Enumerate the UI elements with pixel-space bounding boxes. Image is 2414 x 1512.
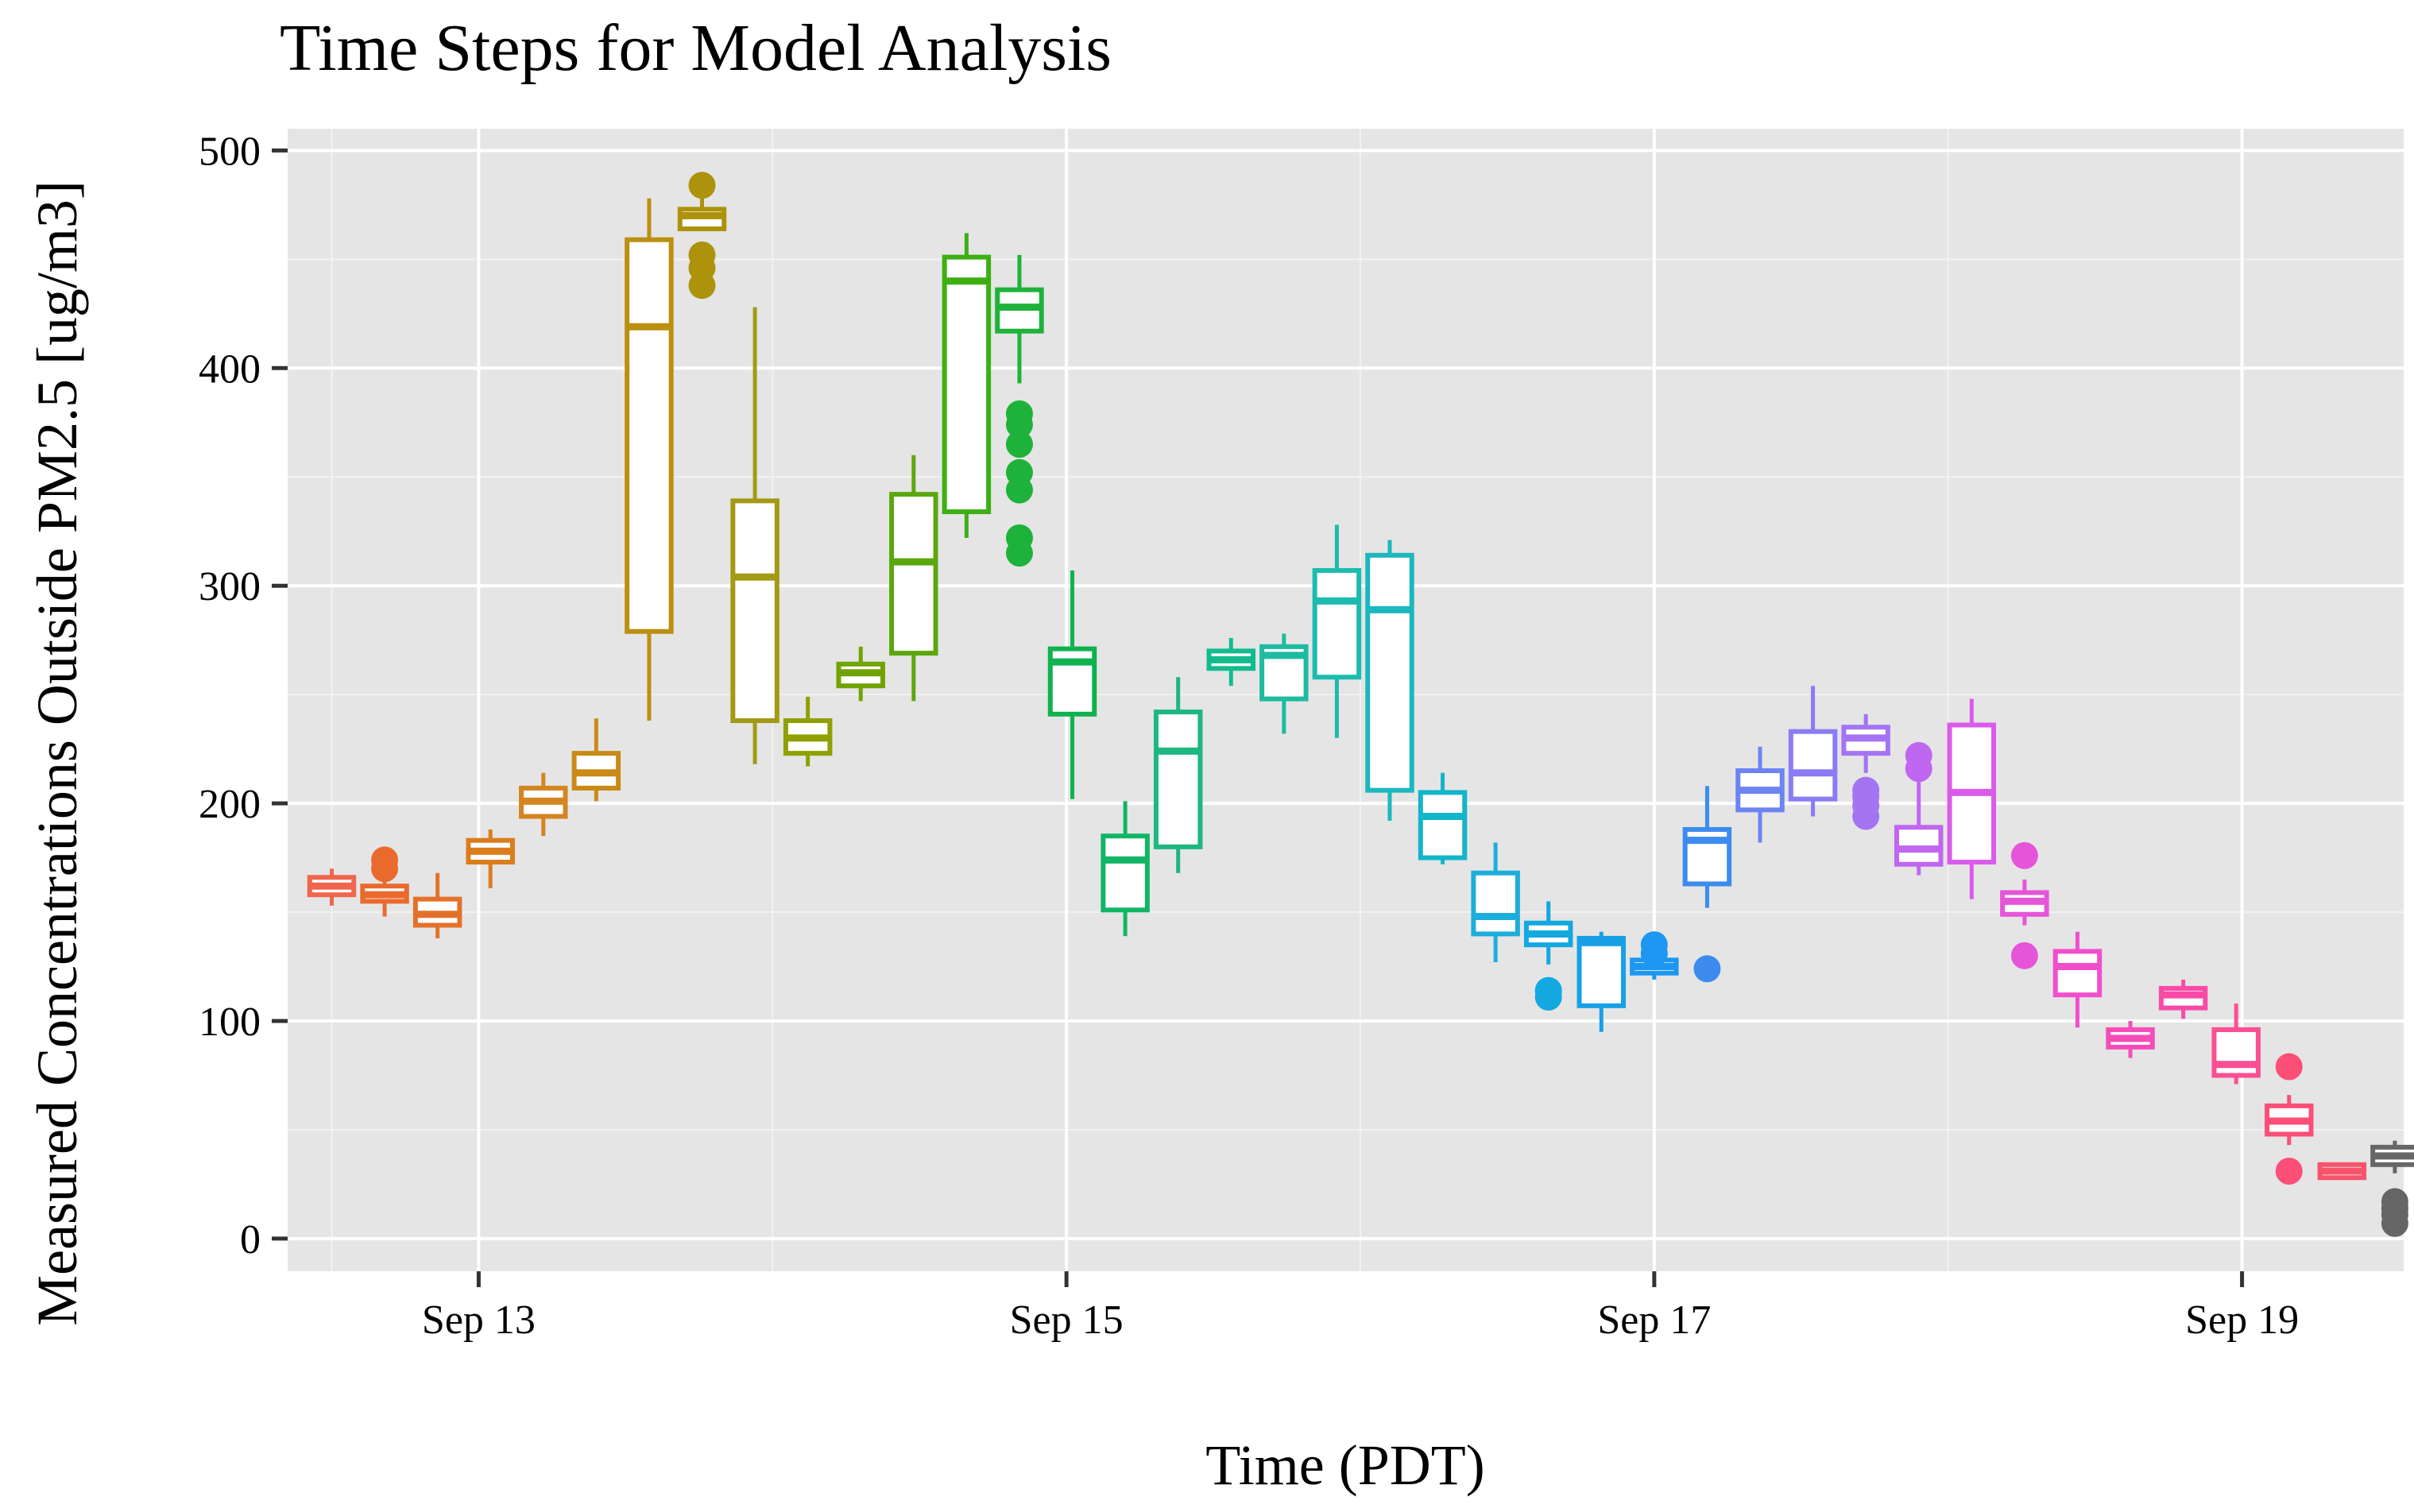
y-tick-label: 500 [199,129,261,174]
outlier-point [1534,976,1562,1004]
outlier-point [688,241,716,269]
box-5 [519,772,568,837]
box-11 [836,646,885,702]
box-32 [1947,698,1997,899]
x-tick-label: Sep 17 [1597,1297,1711,1343]
outlier-point [688,172,716,199]
chart-title: Time Steps for Model Analysis [280,11,1112,85]
outlier-point [2381,1188,2408,1216]
box-12 [889,454,938,702]
box-14 [995,254,1044,567]
box-6 [571,718,621,802]
box-25 [1576,931,1627,1032]
box-body [1365,552,1414,793]
y-tick-label: 400 [199,346,261,392]
box-body [1576,935,1627,1008]
box-33 [2000,841,2049,969]
box-body [1153,710,1203,849]
box-39 [2317,1162,2367,1181]
box-18 [1206,637,1255,686]
box-29 [1788,686,1838,817]
box-3 [412,872,462,938]
box-1 [307,868,357,906]
outlier-point [1640,931,1668,959]
box-body [2052,949,2103,998]
box-34 [2052,931,2103,1028]
x-tick-label: Sep 15 [1010,1297,1124,1343]
y-tick-label: 300 [199,564,261,609]
x-tick-label: Sep 13 [422,1297,536,1343]
outlier-point [1693,955,1721,983]
y-axis-label: Measured Concentrations Outside PM2.5 [u… [25,180,89,1326]
outlier-point [2275,1053,2303,1081]
box-10 [783,696,833,767]
box-15 [1047,570,1097,799]
y-tick-label: 200 [199,782,261,827]
outlier-point [2010,841,2038,869]
x-axis-label: Time (PDT) [1205,1433,1484,1497]
box-30 [1841,713,1890,830]
box-body [942,254,992,515]
outlier-point [1005,431,1033,458]
box-22 [1418,772,1468,864]
box-4 [466,829,515,888]
box-8 [677,172,727,300]
x-tick-label: Sep 19 [2185,1297,2299,1343]
box-40 [2370,1140,2414,1237]
box-23 [1471,842,1520,963]
outlier-point [1005,524,1033,551]
outlier-point [1005,458,1033,486]
panel-background [288,129,2404,1271]
box-body [889,492,938,656]
box-body [2211,1027,2261,1078]
box-24 [1523,901,1573,1011]
box-13 [942,233,992,538]
box-37 [2211,1003,2261,1085]
box-body [730,498,780,724]
outlier-point [371,846,399,874]
box-body [1418,790,1468,860]
box-body [625,237,674,634]
box-16 [1101,801,1150,937]
box-body [1788,729,1838,802]
box-body [1312,568,1362,680]
box-7 [625,198,674,721]
box-20 [1312,524,1362,738]
box-27 [1682,786,1732,983]
box-9 [730,307,780,764]
box-35 [2106,1021,2155,1058]
outlier-point [1905,741,1932,769]
boxes [307,172,2414,1237]
box-31 [1894,741,1944,876]
outlier-point [1005,400,1033,427]
box-36 [2158,979,2208,1019]
box-21 [1365,539,1414,822]
outlier-point [2275,1158,2303,1185]
outlier-point [2010,942,2038,969]
box-26 [1630,931,1679,980]
box-body [1471,870,1520,937]
box-17 [1153,677,1203,873]
box-38 [2265,1053,2314,1185]
box-2 [360,846,409,917]
box-28 [1735,746,1785,843]
axes: 0 100 200 300 400 500 Sep 13 Sep 15 Sep 17 Sep 19 [199,129,2299,1343]
box-19 [1259,633,1309,734]
box-body [1101,833,1150,913]
outlier-point [1852,776,1880,804]
y-tick-label: 100 [199,1000,261,1045]
y-tick-label: 0 [240,1217,261,1263]
